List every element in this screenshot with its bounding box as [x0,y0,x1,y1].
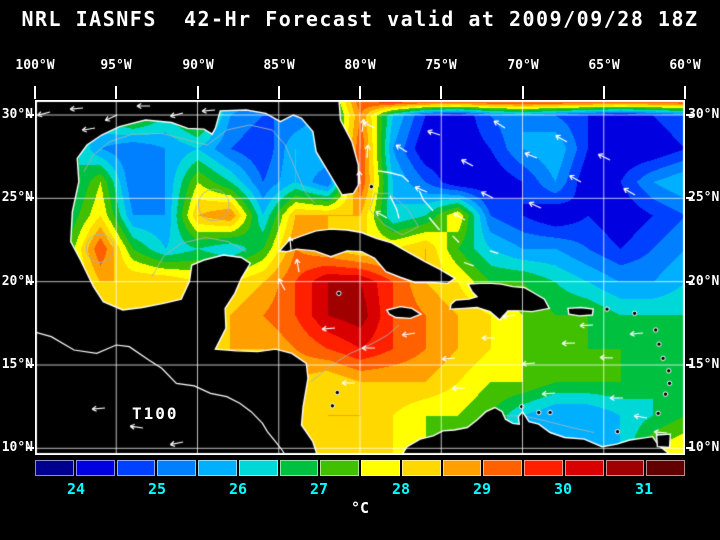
colorbar-tick-label: 31 [634,480,654,498]
colorbar-tick-label: 27 [309,480,329,498]
lat-tick-label-left: 30°N [1,107,33,122]
colorbar-segment [279,460,319,476]
model-label: T100 [132,404,179,423]
colorbar-tick-label: 30 [553,480,573,498]
colorbar-segment [238,460,278,476]
colorbar-segment [75,460,115,476]
lat-tick-label-left: 15°N [1,357,33,372]
colorbar-segment [483,460,522,476]
lon-tick-label: 90°W [182,58,214,73]
lat-tick-label-right: 20°N [688,274,720,289]
colorbar-segment [320,460,359,476]
lon-tick-label: 75°W [425,58,457,73]
colorbar-tick-label: 29 [472,480,492,498]
lon-tick-label: 95°W [100,58,132,73]
lat-tick-label-right: 10°N [688,440,720,455]
lat-tick-label-right: 15°N [688,357,720,372]
lon-tick-label: 80°W [344,58,376,73]
lat-tick-label-right: 30°N [688,107,720,122]
lat-tick-label-left: 20°N [1,274,33,289]
lat-tick-label-right: 25°N [688,190,720,205]
forecast-map [35,100,685,455]
page-title: NRL IASNFS 42-Hr Forecast valid at 2009/… [21,7,699,31]
colorbar-segment [116,460,156,476]
colorbar-segment [646,460,685,476]
colorbar [35,460,685,476]
colorbar-tick-label: 24 [66,480,86,498]
colorbar-segment [198,460,237,476]
lon-tick-label: 60°W [669,58,701,73]
colorbar-segment [564,460,604,476]
colorbar-tick-label: 26 [228,480,248,498]
colorbar-segment [605,460,645,476]
lon-tick-label: 65°W [588,58,620,73]
colorbar-segment [442,460,482,476]
colorbar-unit: °C [350,499,370,517]
lon-tick-label: 85°W [263,58,295,73]
colorbar-tick-label: 25 [147,480,167,498]
colorbar-segment [361,460,400,476]
lon-tick-label: 100°W [15,58,55,73]
colorbar-segment [157,460,196,476]
lon-tick-label: 70°W [507,58,539,73]
lat-tick-label-left: 10°N [1,440,33,455]
colorbar-segment [524,460,563,476]
colorbar-segment [401,460,441,476]
colorbar-tick-label: 28 [391,480,411,498]
lat-tick-label-left: 25°N [1,190,33,205]
colorbar-segment [35,460,74,476]
